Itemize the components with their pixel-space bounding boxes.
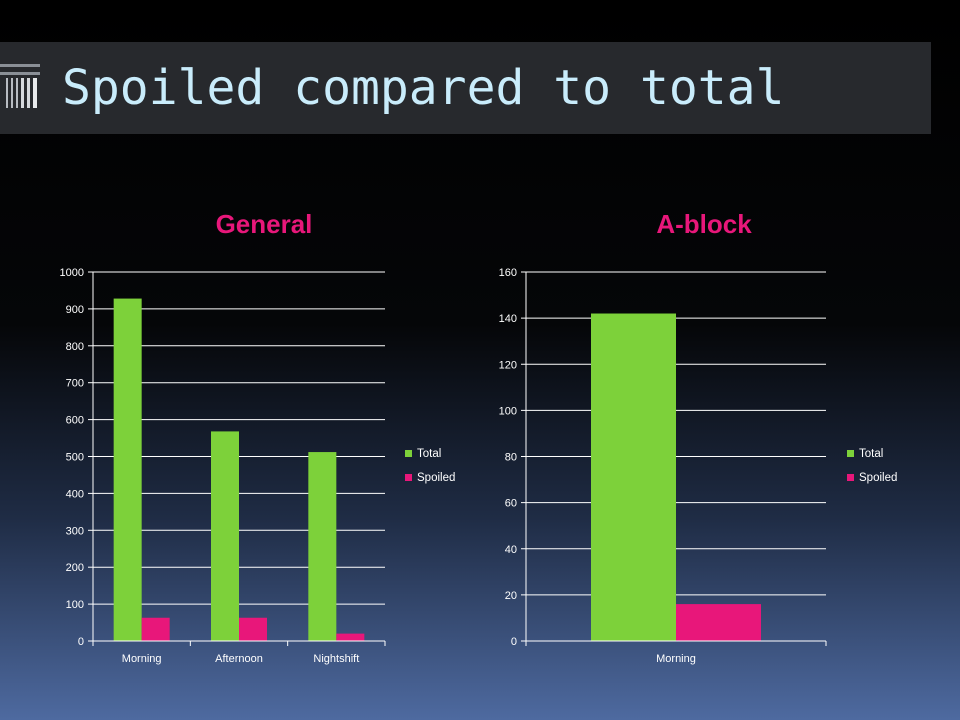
chart1-legend-label-total: Total: [417, 448, 441, 460]
chart1-y-tick-label: 1000: [60, 267, 84, 279]
chart1-bar-total-afternoon: [211, 431, 239, 641]
chart2-y-tick-label: 140: [499, 313, 517, 325]
chart2-legend-swatch-total: [847, 450, 854, 457]
chart2-y-tick-label: 100: [499, 405, 517, 417]
chart1-x-tick-label: Afternoon: [215, 653, 263, 665]
chart2-y-tick-label: 60: [505, 498, 517, 510]
chart1-y-tick-label: 300: [66, 525, 84, 537]
chart2-y-tick-label: 80: [505, 452, 517, 464]
chart1-bar-total-nightshift: [308, 452, 337, 641]
chart2-title: A-block: [656, 209, 752, 239]
slide-title: Spoiled compared to total: [62, 60, 785, 116]
chart2-y-tick-label: 20: [505, 590, 517, 602]
chart1-y-tick-label: 600: [66, 415, 84, 427]
chart1-y-tick-label: 200: [66, 562, 84, 574]
chart1-legend-swatch-spoiled: [405, 474, 412, 481]
title-decoration-icon: [0, 64, 40, 108]
chart1-y-tick-label: 900: [66, 304, 84, 316]
title-bar: Spoiled compared to total: [0, 42, 931, 134]
chart1-bar-spoiled-morning: [141, 617, 170, 641]
chart2-bar-total-morning: [591, 313, 676, 641]
chart2-legend-label-spoiled: Spoiled: [859, 472, 897, 484]
chart1-y-tick-label: 700: [66, 378, 84, 390]
chart1-y-tick-label: 400: [66, 488, 84, 500]
chart2-legend-swatch-spoiled: [847, 474, 854, 481]
chart1-legend-swatch-total: [405, 450, 412, 457]
chart1-bar-total-morning: [113, 298, 142, 641]
chart1-x-tick-label: Morning: [122, 653, 162, 665]
chart1-bar-spoiled-afternoon: [239, 617, 267, 641]
chart2-y-tick-label: 120: [499, 359, 517, 371]
chart1-bar-spoiled-nightshift: [336, 633, 365, 641]
chart1-x-tick-label: Nightshift: [313, 653, 359, 665]
chart1-legend-label-spoiled: Spoiled: [417, 472, 455, 484]
chart1-y-tick-label: 100: [66, 599, 84, 611]
chart2-y-tick-label: 160: [499, 267, 517, 279]
chart2-group: A-block 0 20 40 60 80 100 120 140 160 Morning Total…: [499, 209, 898, 665]
chart2-x-tick-label: Morning: [656, 653, 696, 665]
chart2-y-tick-label: 40: [505, 544, 517, 556]
chart2-bar-spoiled-morning: [676, 604, 761, 641]
chart1-title: General: [216, 209, 313, 239]
chart2-y-tick-label: 0: [511, 636, 517, 648]
chart1-y-tick-label: 500: [66, 452, 84, 464]
chart2-legend-label-total: Total: [859, 448, 883, 460]
chart1-group: General 0 100 200 300 400 500 600 700 800 900 1000 M…: [60, 209, 456, 665]
chart1-y-tick-label: 0: [78, 636, 84, 648]
chart1-y-tick-label: 800: [66, 341, 84, 353]
